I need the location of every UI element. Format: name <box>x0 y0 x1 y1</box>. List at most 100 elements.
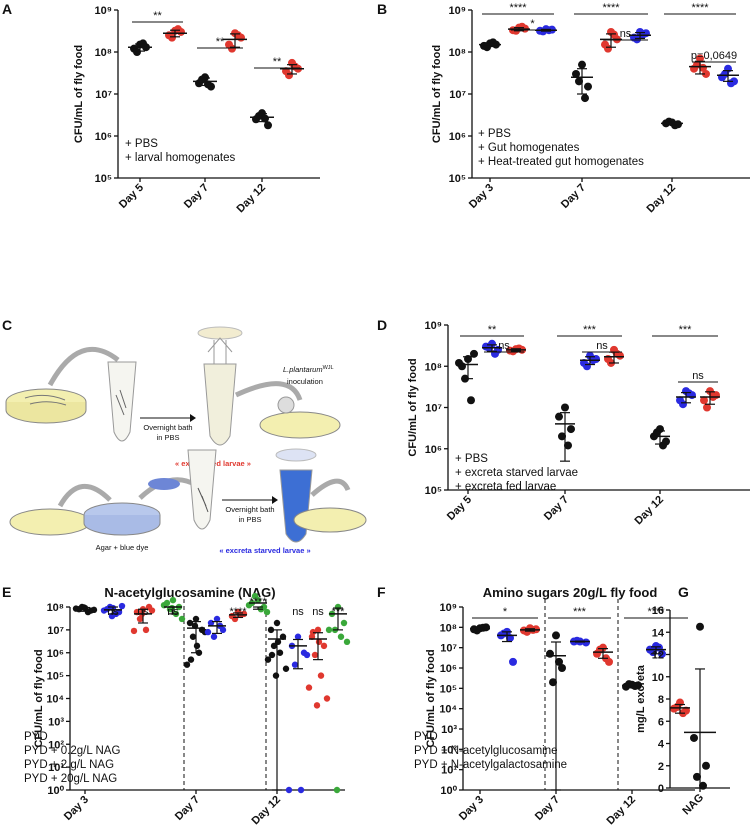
data-point <box>204 628 212 636</box>
larvae <box>115 389 127 416</box>
y-tick-label: 12 <box>652 650 664 662</box>
data-point <box>703 403 711 412</box>
data-point <box>178 615 186 623</box>
data-point <box>693 772 701 781</box>
data-point <box>263 608 271 616</box>
y-tick-label: 10⁷ <box>47 625 64 637</box>
data-point <box>272 672 280 679</box>
data-point <box>610 30 618 39</box>
legend-entry: + Heat-treated gut homogenates <box>478 156 644 168</box>
data-point <box>84 608 92 616</box>
legend-entry: + PBS <box>478 128 511 140</box>
agar <box>148 478 180 490</box>
panel-label: D <box>377 317 387 333</box>
chart-title: Amino sugars 20g/L fly food <box>483 585 658 600</box>
legend-entry: PYD + N-acetylglucosamine <box>414 745 558 757</box>
data-point <box>561 403 569 412</box>
data-point <box>323 695 331 702</box>
step-text: in PBS <box>239 515 262 524</box>
significance-label: *** <box>679 324 693 336</box>
data-point <box>317 672 325 679</box>
data-point <box>702 761 710 770</box>
data-point <box>297 786 305 794</box>
y-tick-label: 4 <box>658 739 665 751</box>
data-point <box>555 657 563 666</box>
y-tick-label: 10⁶ <box>47 648 64 660</box>
dish <box>83 515 161 536</box>
data-point <box>193 642 201 650</box>
dish <box>259 411 341 439</box>
diagram: C Overnight bath in PBS L.plantarumWJL i… <box>2 317 367 555</box>
legend-entry: PYD + 2 g/L NAG <box>24 759 114 771</box>
data-point <box>509 657 517 666</box>
tube <box>107 361 137 442</box>
step-text: Overnight bath <box>143 423 192 432</box>
data-point <box>108 612 116 620</box>
significance-label: * <box>530 18 535 30</box>
y-tick-label: 10² <box>48 739 64 751</box>
data-point <box>552 631 560 640</box>
dish <box>5 402 87 424</box>
data-point <box>187 656 195 663</box>
legend-entry: + larval homogenates <box>125 152 236 164</box>
data-point <box>700 396 708 405</box>
data-point <box>470 349 478 358</box>
y-tick-label: 10⁵ <box>425 485 442 497</box>
significance-label: ns <box>692 370 704 382</box>
data-point <box>333 786 341 794</box>
extract <box>275 448 317 462</box>
data-point <box>276 649 284 656</box>
dish <box>9 508 91 536</box>
x-tick-label: Day 7 <box>533 794 562 823</box>
x-tick-label: Day 12 <box>250 794 284 828</box>
legend-entry: PYD <box>24 731 48 743</box>
tube <box>279 469 313 543</box>
data-point <box>696 622 704 631</box>
y-tick-label: 10³ <box>48 716 64 728</box>
significance-label: **** <box>602 2 620 14</box>
data-point <box>291 661 299 668</box>
y-axis-label: CFU/mL of fly food <box>431 45 443 143</box>
data-point <box>264 121 272 130</box>
chart-title: N-acetylglucosamine (NAG) <box>104 585 275 600</box>
data-point <box>320 642 328 650</box>
y-tick-label: 2 <box>658 761 664 773</box>
strain-text: inoculation <box>287 377 323 386</box>
significance-label: ns <box>292 606 304 618</box>
legend-entry: PYD + N-acetylgalactosamine <box>414 759 567 771</box>
x-tick-label: Day 12 <box>605 794 639 828</box>
data-point <box>702 69 710 78</box>
y-tick-label: 10⁷ <box>95 89 112 101</box>
legend-entry: PYD + 20g/L NAG <box>24 773 117 785</box>
x-tick-label: Day 3 <box>62 794 91 823</box>
data-point <box>210 633 218 640</box>
panel-label: C <box>2 317 12 333</box>
x-tick-label: Day 3 <box>467 182 496 211</box>
significance-label: *** <box>573 606 587 618</box>
extract <box>197 326 243 340</box>
y-tick-label: 6 <box>658 716 664 728</box>
x-tick-label: Day 3 <box>457 794 486 823</box>
y-tick-label: 0 <box>658 783 664 795</box>
significance-label: **** <box>249 596 267 608</box>
y-tick-label: 10⁸ <box>47 602 64 614</box>
dish <box>293 507 367 533</box>
data-point <box>142 626 150 634</box>
x-tick-label: Day 7 <box>173 794 202 823</box>
data-point <box>311 651 319 659</box>
step-text: in PBS <box>157 433 180 442</box>
significance-label: ns <box>312 606 324 618</box>
y-tick-label: 10⁶ <box>449 131 466 143</box>
y-axis-label: mg/L excreta <box>635 664 647 733</box>
significance-label: **** <box>647 606 665 618</box>
arrow <box>57 483 112 508</box>
y-tick-label: 8 <box>658 694 664 706</box>
y-tick-label: 10⁵ <box>440 683 457 695</box>
y-tick-label: 10⁴ <box>439 704 457 716</box>
significance-label: ns <box>596 340 608 352</box>
arrow <box>310 478 351 497</box>
data-point <box>294 633 302 640</box>
data-point <box>690 733 698 742</box>
significance-label: ** <box>488 324 497 336</box>
data-point <box>564 441 572 450</box>
